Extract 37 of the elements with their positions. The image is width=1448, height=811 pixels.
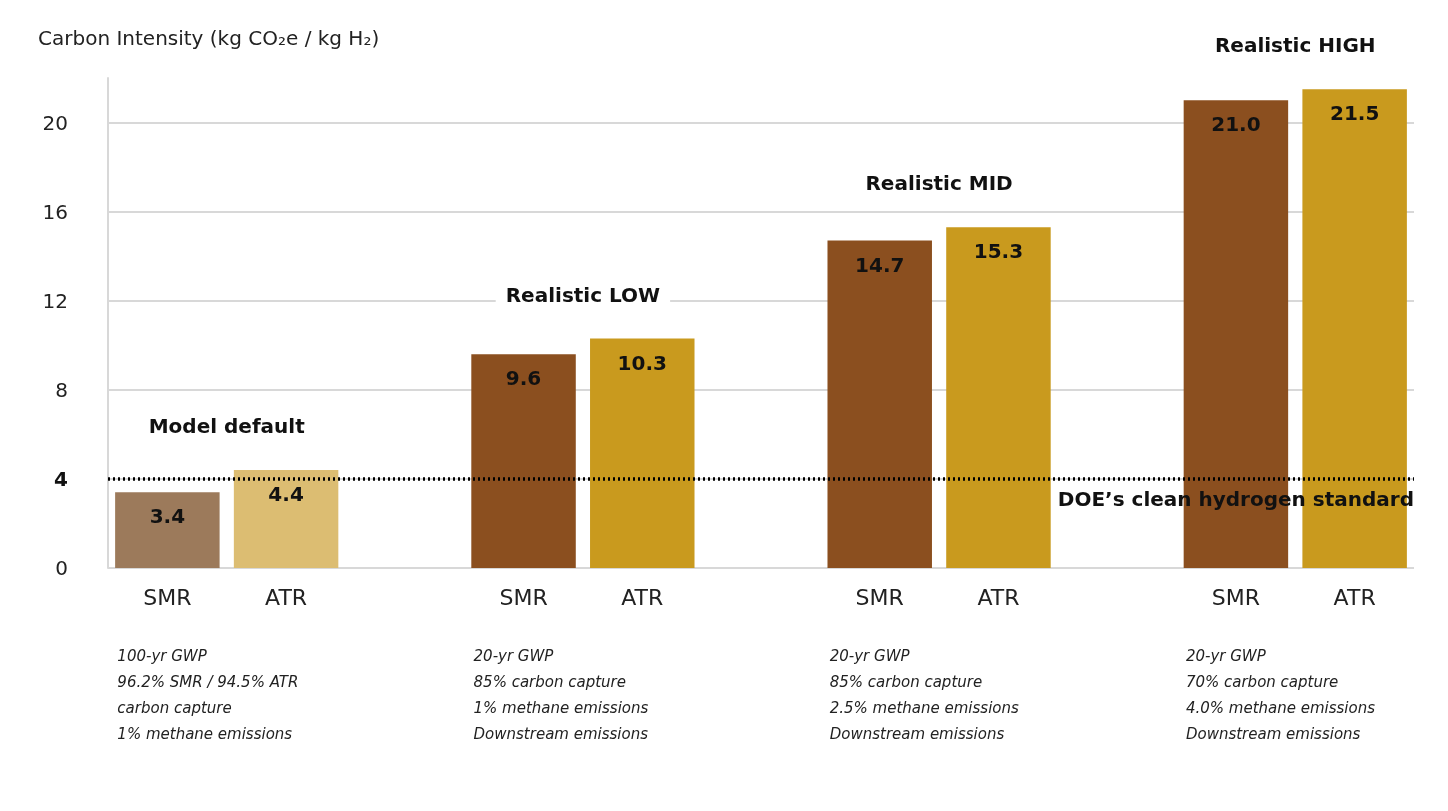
data-label: 3.4 [149, 504, 186, 529]
bar [115, 492, 220, 568]
data-label: 21.5 [1329, 101, 1380, 126]
text: 20-yr GWP 85% carbon capture 2.5% methane emissions Downstream emissions [829, 647, 1020, 743]
text: 100-yr GWP 96.2% SMR / 94.5% ATR carbon capture 1% methane emissions [117, 647, 299, 743]
annotation: Realistic MID [865, 171, 1013, 196]
bar [590, 338, 695, 568]
data-label: 4.4 [268, 482, 304, 506]
bar [471, 354, 576, 568]
text: Realistic HIGH [1214, 33, 1376, 58]
annotation: Realistic LOW [505, 282, 661, 307]
data-label: 10.3 [617, 350, 667, 375]
annotation: Model default [148, 414, 306, 438]
y-tick-label: 8 [55, 377, 68, 402]
x-tick-label: SMR [499, 584, 548, 610]
x-tick-label: ATR [977, 584, 1020, 610]
bar [946, 227, 1051, 568]
x-tick-label: SMR [855, 584, 904, 610]
x-tick-label: ATR [1333, 584, 1376, 610]
bar [827, 240, 932, 568]
bar [233, 470, 339, 568]
y-tick-label: 20 [42, 110, 68, 135]
data-label: 9.6 [505, 366, 542, 391]
text: 20-yr GWP 85% carbon capture 1% methane emissions Downstream emissions [473, 647, 649, 743]
y-axis-title: Carbon Intensity (kg CO₂e / kg H₂) [38, 26, 380, 50]
data-label: 15.3 [973, 239, 1024, 264]
y-tick-label: 4 [54, 466, 68, 491]
x-tick-label: ATR [621, 584, 664, 610]
data-label: 14.7 [855, 252, 905, 277]
x-tick-label: ATR [265, 584, 308, 610]
text: 20-yr GWP 70% carbon capture 4.0% methane emissions Downstream emissions [1185, 647, 1376, 743]
x-tick-label: SMR [143, 584, 192, 610]
y-tick-label: 0 [55, 556, 68, 580]
x-tick-label: SMR [1211, 584, 1261, 610]
data-label: 21.0 [1211, 112, 1261, 137]
y-tick-label: 16 [42, 199, 68, 224]
y-tick-label: 12 [42, 288, 68, 313]
